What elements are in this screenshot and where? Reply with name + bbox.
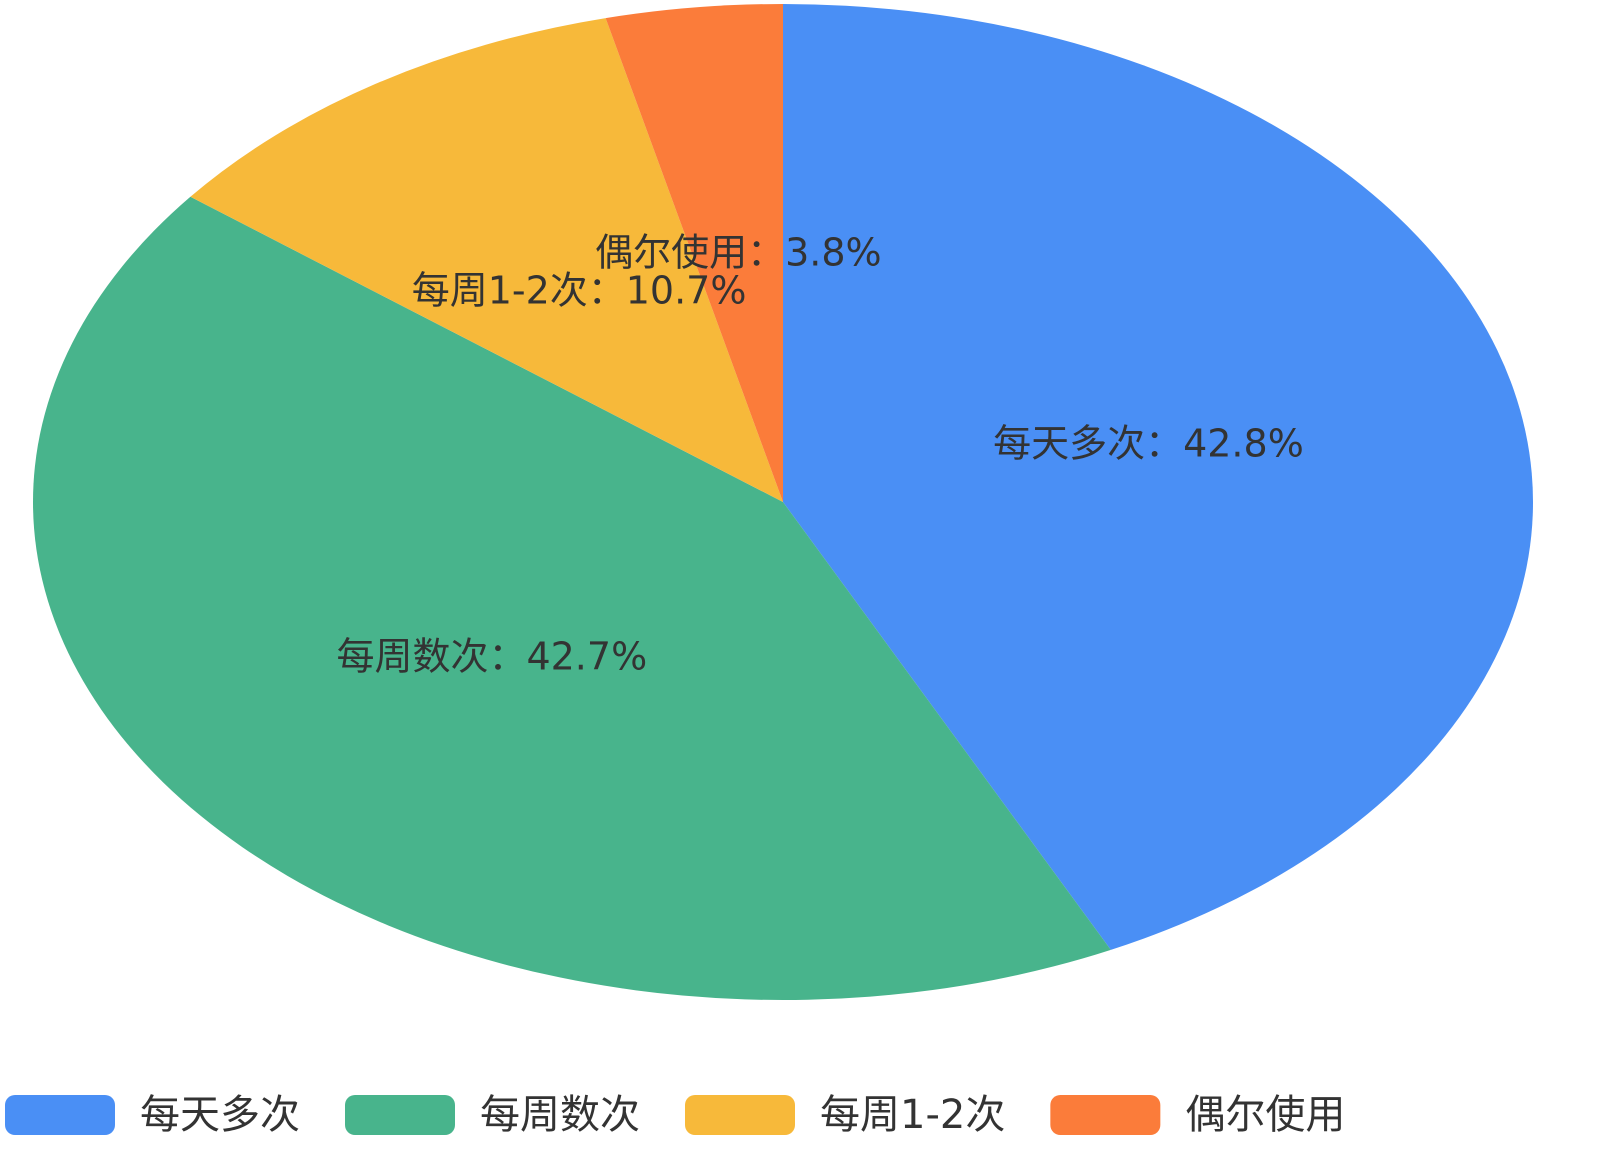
pie-slice (605, 4, 783, 502)
pie-slice (33, 196, 1111, 1001)
legend-label: 每周数次 (480, 1092, 640, 1138)
legend-label: 每周1-2次 (820, 1092, 1005, 1138)
pie-slice (783, 4, 1533, 950)
legend-swatch (345, 1095, 455, 1135)
pie-slice (190, 18, 784, 502)
data-label: 每天多次：42.8% (993, 422, 1304, 466)
data-label: 每周数次：42.7% (336, 634, 647, 678)
data-label: 每周1-2次：10.7% (412, 269, 747, 313)
legend-swatch (5, 1095, 115, 1135)
legend-swatch (1050, 1095, 1161, 1135)
legend-label: 偶尔使用 (1185, 1092, 1345, 1138)
legend-swatch (685, 1095, 795, 1135)
legend-label: 每天多次 (140, 1092, 300, 1138)
data-label: 偶尔使用：3.8% (595, 230, 882, 274)
